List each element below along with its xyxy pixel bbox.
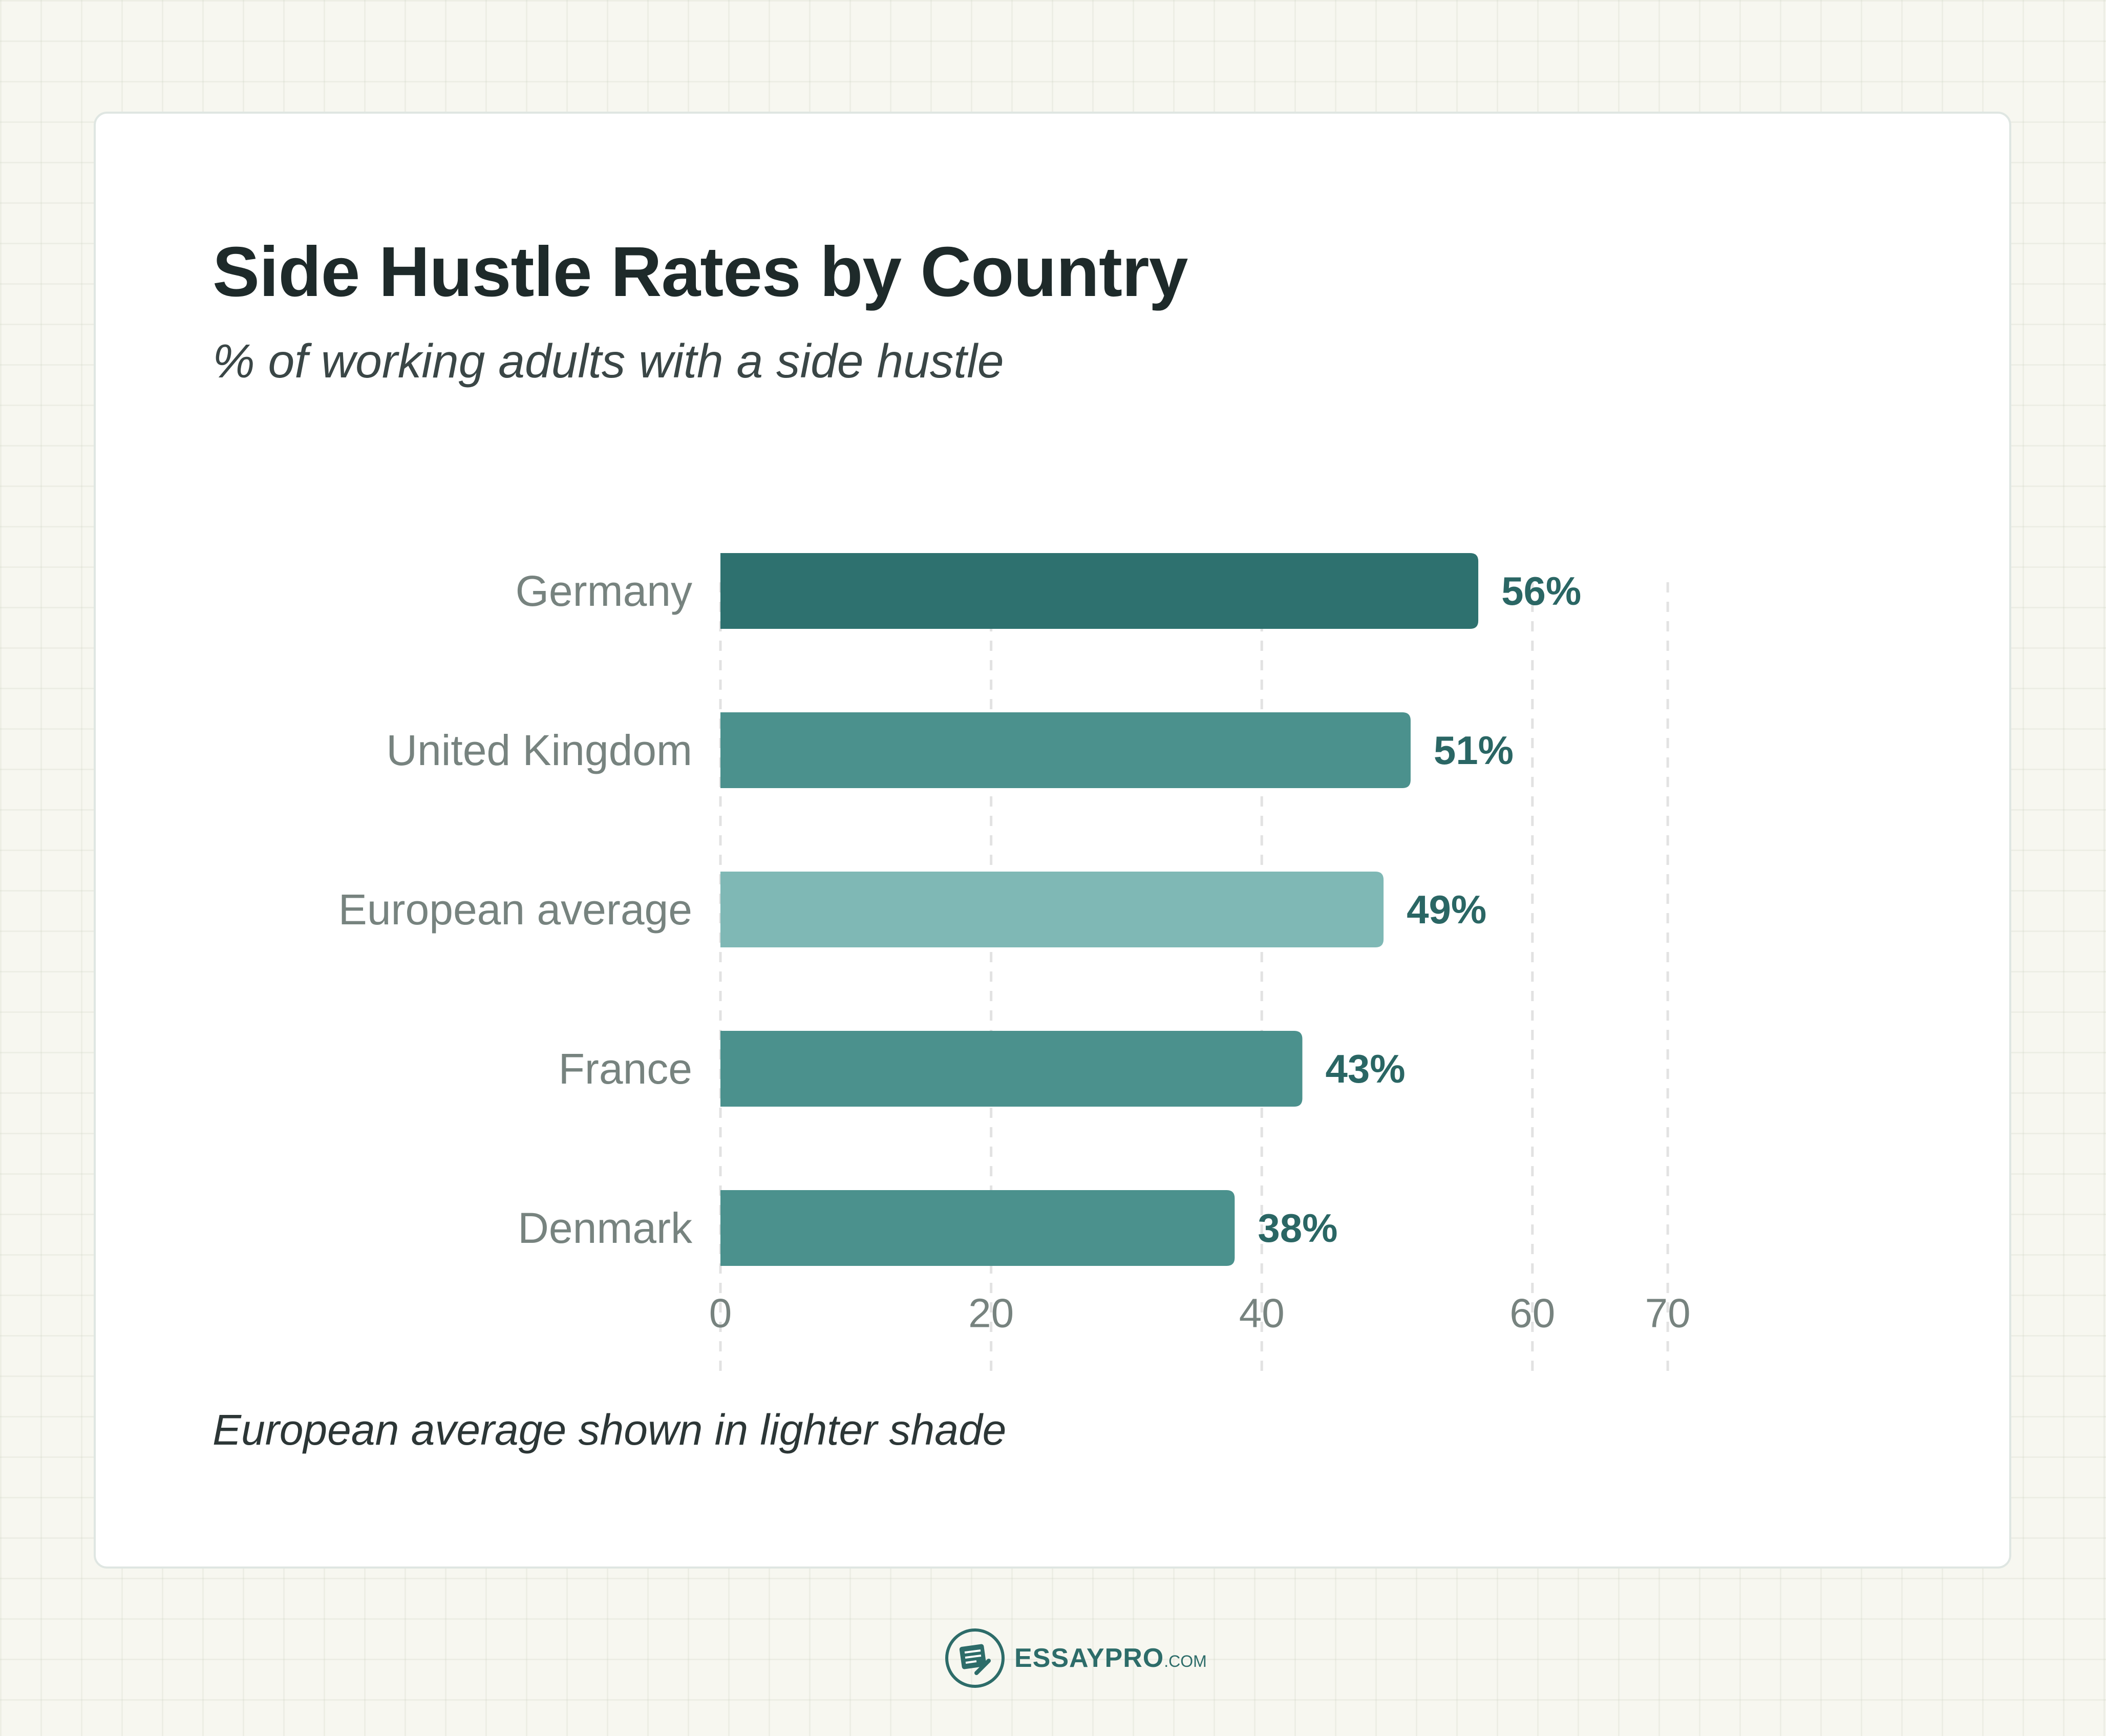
x-tick-label: 70 (1645, 1290, 1691, 1336)
bar (720, 872, 1384, 947)
category-label: Germany (516, 567, 692, 615)
x-tick-label: 20 (968, 1290, 1014, 1336)
category-label: France (559, 1045, 692, 1093)
brand-logo: ESSAYPRO.COM (945, 1627, 1207, 1689)
x-tick-label: 60 (1509, 1290, 1555, 1336)
value-label: 51% (1434, 728, 1514, 773)
chart-card: Side Hustle Rates by Country % of workin… (94, 112, 2011, 1569)
value-label: 38% (1258, 1205, 1337, 1251)
bar (720, 553, 1479, 629)
x-tick-label: 40 (1239, 1290, 1285, 1336)
value-label: 43% (1325, 1046, 1405, 1091)
category-label: Denmark (518, 1204, 693, 1252)
chart-subtitle: % of working adults with a side hustle (212, 334, 1004, 388)
x-tick-label: 0 (709, 1290, 732, 1336)
value-label: 49% (1407, 887, 1486, 932)
value-label: 56% (1501, 568, 1581, 613)
bar-chart: Germany 56% United Kingdom 51% European aver… (338, 553, 1691, 1379)
bar (720, 1031, 1303, 1107)
bar (720, 712, 1411, 788)
chart-title: Side Hustle Rates by Country (212, 232, 1188, 311)
category-label: United Kingdom (386, 726, 692, 774)
chart-note: European average shown in lighter shade (212, 1406, 1007, 1454)
essaypro-logo-icon (945, 1628, 1005, 1688)
bar (720, 1190, 1235, 1266)
category-label: European average (338, 885, 692, 934)
brand-name: ESSAYPRO.COM (1014, 1643, 1207, 1673)
